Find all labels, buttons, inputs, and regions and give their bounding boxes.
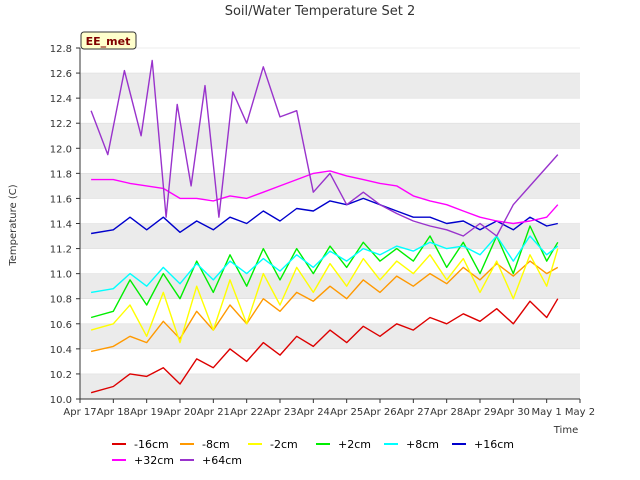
legend-item: +64cm [180, 452, 242, 468]
x-tick-label: Apr 27 [397, 407, 430, 418]
x-axis-label: Time [553, 425, 578, 436]
grid-band [80, 73, 580, 99]
series-line-+64cm [90, 59, 559, 237]
y-tick-label: 12.2 [50, 119, 72, 130]
plot-background-bands [80, 47, 580, 400]
legend-swatch [384, 443, 398, 445]
series-line-+8cm [90, 235, 559, 294]
x-tick-label: Apr 30 [497, 407, 530, 418]
x-tick-label: Apr 19 [130, 407, 163, 418]
legend-label: -16cm [134, 437, 169, 451]
legend-label: +8cm [406, 437, 439, 451]
legend-label: -8cm [202, 437, 230, 451]
legend-label: +16cm [474, 437, 514, 451]
series-line-+32cm [91, 170, 559, 225]
y-tick-label: 12.8 [50, 44, 72, 55]
x-tick-label: Apr 24 [297, 407, 330, 418]
y-tick-label: 11.0 [50, 270, 72, 281]
legend-item: -16cm [112, 436, 169, 452]
y-tick-label: 11.6 [50, 194, 72, 205]
x-tick-label: May 1 [532, 407, 562, 418]
legend-swatch [248, 443, 262, 445]
y-tick-label: 11.4 [50, 220, 72, 231]
series-layer [90, 59, 559, 394]
x-tick-label: Apr 21 [197, 407, 230, 418]
legend-swatch [112, 459, 126, 461]
y-tick-label: 11.2 [50, 245, 72, 256]
y-tick-label: 10.6 [50, 320, 72, 331]
y-tick-label: 10.0 [50, 395, 72, 406]
x-tick-label: Apr 29 [463, 407, 496, 418]
legend-label: +32cm [134, 453, 174, 467]
x-tick-label: Apr 20 [163, 407, 196, 418]
legend-item: +2cm [316, 436, 371, 452]
series-line--2cm [90, 248, 559, 344]
y-tick-label: 12.4 [50, 94, 72, 105]
legend-label: +2cm [338, 437, 371, 451]
station-annotation: EE_met [80, 31, 137, 50]
y-tick-label: 12.0 [50, 144, 72, 155]
series-line--16cm [90, 298, 559, 394]
y-axis-label: Temperature (C) [8, 184, 19, 266]
x-tick-label: Apr 25 [330, 407, 363, 418]
series-line--8cm [90, 260, 559, 353]
grid-band [80, 373, 580, 399]
axes: 10.0 10.2 10.4 10.6 10.8 11.0 11.2 11.4 11.6 11.8… [50, 44, 595, 418]
legend-swatch [452, 443, 466, 445]
grid-band [80, 323, 580, 349]
legend-swatch [180, 459, 194, 461]
y-tick-label: 12.6 [50, 69, 72, 80]
x-tick-label: Apr 17 [63, 407, 96, 418]
y-tick-label: 10.4 [50, 345, 72, 356]
x-tick-label: Apr 26 [363, 407, 396, 418]
y-tick-label: 10.2 [50, 370, 72, 381]
x-tick-label: Apr 22 [230, 407, 263, 418]
series-line-+2cm [90, 225, 559, 319]
grid-band [80, 123, 580, 149]
y-tick-label: 11.8 [50, 169, 72, 180]
annotation-text: EE_met [86, 35, 131, 48]
x-tick-label: Apr 23 [263, 407, 296, 418]
legend-swatch [112, 443, 126, 445]
legend-item: -8cm [180, 436, 230, 452]
legend-item: +16cm [452, 436, 514, 452]
legend-swatch [180, 443, 194, 445]
legend-label: +64cm [202, 453, 242, 467]
grid-band [80, 173, 580, 199]
y-tick-label: 10.8 [50, 295, 72, 306]
annotation-box [80, 31, 137, 50]
chart-title: Soil/Water Temperature Set 2 [225, 4, 416, 19]
legend-label: -2cm [270, 437, 298, 451]
legend-item: +8cm [384, 436, 439, 452]
legend-swatch [316, 443, 330, 445]
grid-band [80, 223, 580, 249]
legend-item: -2cm [248, 436, 298, 452]
x-tick-label: Apr 18 [97, 407, 130, 418]
legend-item: +32cm [112, 452, 174, 468]
x-tick-label: May 2 [565, 407, 595, 418]
x-tick-label: Apr 28 [430, 407, 463, 418]
